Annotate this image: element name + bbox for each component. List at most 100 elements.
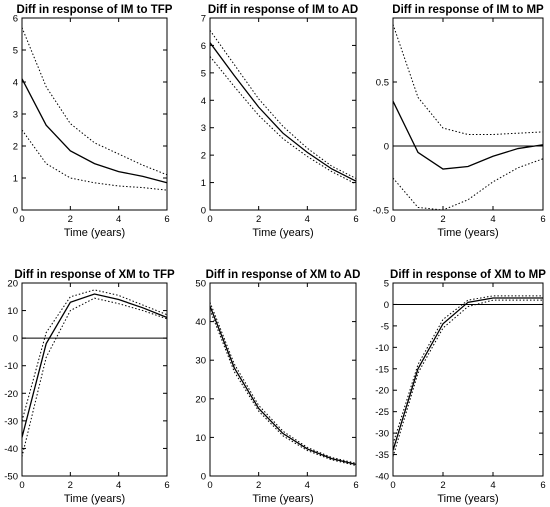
axes-frame (392, 17, 544, 211)
confidence-band-line (21, 289, 168, 421)
y-tick-label: 5 (384, 279, 389, 290)
response-line (392, 297, 543, 451)
x-tick-label: 0 (390, 480, 395, 491)
y-tick-label: 0 (13, 206, 18, 217)
x-tick-label: 6 (353, 214, 358, 225)
response-line (21, 78, 168, 184)
x-tick-label: 0 (19, 480, 24, 491)
response-line (392, 100, 544, 170)
confidence-band-line (392, 24, 544, 135)
x-tick-label: 6 (540, 480, 545, 491)
panel-2: Diff in response of IM to AD 0 2 4 6 0 1 2 3 4 5 6 7… (201, 4, 359, 239)
y-tick-label: -35 (375, 450, 389, 461)
y-tick-label: 4 (201, 96, 206, 107)
x-tick-label: 0 (19, 214, 24, 225)
confidence-band-line (392, 299, 543, 457)
y-tick-label: 0 (384, 142, 389, 153)
x-tick-label: 2 (440, 480, 445, 491)
confidence-band-line (209, 56, 357, 185)
y-tick-label: 6 (13, 14, 18, 25)
y-tick-label: 1 (13, 174, 18, 185)
x-tick-label: 0 (207, 214, 212, 225)
y-tick-label: 0.5 (376, 78, 389, 89)
panel-title: Diff in response of XM to TFP (14, 269, 175, 281)
axes-frame (392, 282, 544, 477)
x-tick-label: 6 (353, 480, 358, 491)
axes-frame (21, 17, 168, 211)
y-tick-label: -30 (375, 429, 389, 440)
x-tick-label: 6 (540, 214, 545, 225)
x-tick-label: 6 (164, 480, 169, 491)
y-tick-label: 3 (201, 123, 206, 134)
x-axis-label: Time (years) (64, 493, 125, 505)
x-tick-label: 4 (490, 214, 495, 225)
response-line (21, 293, 168, 438)
x-axis-label: Time (years) (437, 493, 498, 505)
y-tick-label: 3 (13, 110, 18, 121)
y-tick-label: 5 (201, 68, 206, 79)
panel-4: Diff in response of XM to TFP 0 2 4 6 -50 -40 -… (4, 269, 175, 505)
y-tick-label: 50 (195, 279, 206, 290)
y-tick-label: -5 (381, 321, 389, 332)
confidence-band-line (209, 309, 357, 467)
x-tick-label: 4 (490, 480, 495, 491)
y-tick-label: 2 (13, 142, 18, 153)
y-tick-label: 0 (13, 334, 18, 345)
x-tick-label: 0 (207, 480, 212, 491)
x-tick-label: 2 (68, 214, 73, 225)
response-line (209, 305, 357, 466)
y-tick-label: -0.5 (373, 206, 389, 217)
y-tick-label: -15 (375, 364, 389, 375)
y-tick-label: 10 (195, 433, 206, 444)
x-tick-label: 0 (390, 214, 395, 225)
confidence-band-line (392, 158, 544, 211)
axes-frame (21, 282, 168, 477)
confidence-band-line (21, 27, 168, 176)
confidence-band-line (392, 295, 543, 444)
y-tick-label: 0 (384, 300, 389, 311)
panel-title: Diff in response of XM to MP (390, 269, 546, 281)
x-tick-label: 4 (116, 214, 121, 225)
x-tick-label: 4 (305, 214, 310, 225)
y-tick-label: 4 (13, 78, 18, 89)
confidence-band-line (209, 30, 357, 179)
panel-title: Diff in response of IM to AD (208, 4, 358, 16)
x-axis-label: Time (years) (252, 227, 313, 239)
y-tick-label: 0 (201, 472, 206, 483)
response-line (209, 42, 357, 182)
confidence-band-line (21, 297, 168, 457)
y-tick-label: -40 (4, 444, 18, 455)
panel-3: Diff in response of IM to MP0 2 4 6-0.500.5… (373, 4, 546, 239)
y-tick-label: -50 (4, 472, 18, 483)
confidence-band-line (21, 129, 168, 191)
panel-title: Diff in response of XM to AD (206, 269, 361, 281)
y-tick-label: -20 (375, 386, 389, 397)
x-axis-label: Time (years) (437, 227, 498, 239)
y-tick-label: 20 (195, 394, 206, 405)
x-tick-label: 2 (256, 480, 261, 491)
panel-title: Diff in response of IM to TFP (17, 4, 173, 16)
panel-title: Diff in response of IM to MP (392, 4, 544, 16)
y-tick-label: -25 (375, 407, 389, 418)
x-axis-label: Time (years) (64, 227, 125, 239)
y-tick-label: 0 (201, 206, 206, 217)
y-tick-label: 5 (13, 46, 18, 57)
axes-frame (209, 17, 357, 211)
y-tick-label: 20 (7, 279, 18, 290)
y-tick-label: -10 (375, 343, 389, 354)
x-tick-label: 2 (440, 214, 445, 225)
y-tick-label: -30 (4, 416, 18, 427)
y-tick-label: 2 (201, 151, 206, 162)
y-tick-label: 7 (201, 14, 206, 25)
y-tick-label: -10 (4, 361, 18, 372)
panel-5: Diff in response of XM to AD 0 2 4 6 0 10 20 30 4… (195, 269, 360, 505)
y-tick-label: -40 (375, 472, 389, 483)
y-tick-label: 40 (195, 317, 206, 328)
confidence-band-line (209, 302, 357, 464)
y-tick-label: 30 (195, 356, 206, 367)
panel-1: Diff in response of IM to TFP 0 2 4 6 0 1 2 3 4 5 6… (13, 4, 173, 239)
y-tick-label: 10 (7, 306, 18, 317)
x-tick-label: 2 (256, 214, 261, 225)
x-axis-label: Time (years) (252, 493, 313, 505)
